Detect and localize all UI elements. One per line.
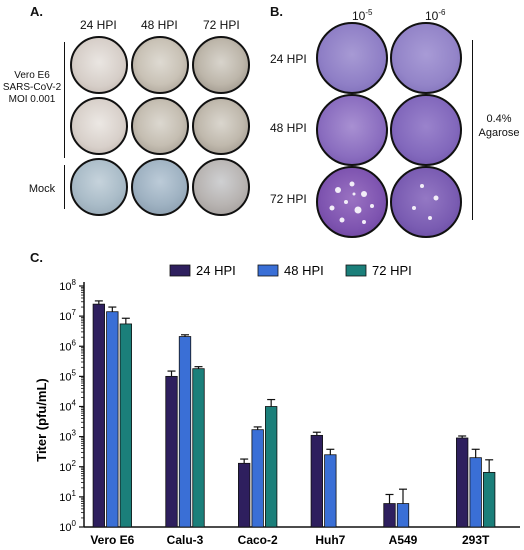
bar-caco-2-24-hpi — [238, 462, 251, 528]
bar-293t-72-hpi — [483, 471, 496, 528]
legend-swatch — [345, 264, 367, 277]
side-label-line-1: 0.4% — [486, 113, 512, 125]
well-b-r3-c2 — [390, 166, 462, 238]
x-tick-label: Calu-3 — [167, 533, 204, 547]
titer-chart: 24 HPI 48 HPI 72 HPI 100 101 102 103 104 105 106… — [34, 263, 520, 547]
well-a-mock-c1 — [70, 158, 128, 216]
y-axis-label: Titer (pfu/mL) — [34, 378, 49, 462]
panel-b-col-2: 10-6 — [425, 8, 445, 23]
panel-b-row-72: 72 HPI — [270, 192, 307, 206]
panel-a-col-72: 72 HPI — [203, 18, 240, 32]
panel-a-label: A. — [30, 4, 43, 19]
row-label-line-1: Vero E6 — [14, 70, 50, 81]
row-label-line-3: MOI 0.001 — [8, 94, 56, 105]
bar-293t-24-hpi — [456, 437, 469, 528]
panel-b-row-24: 24 HPI — [270, 52, 307, 66]
y-tick-label: 108 — [59, 278, 76, 293]
panel-a-col-24: 24 HPI — [80, 18, 117, 32]
panel-b-row-48: 48 HPI — [270, 121, 307, 135]
well-a-r1-c3 — [192, 36, 250, 94]
panel-b-col-2-exp: -6 — [438, 8, 446, 17]
legend-label: 48 HPI — [284, 263, 324, 278]
well-a-r2-c2 — [131, 97, 189, 155]
panel-c-label: C. — [30, 250, 43, 265]
panel-b-label: B. — [270, 4, 283, 19]
panel-b-col-1: 10-5 — [352, 8, 372, 23]
y-tick-label: 106 — [59, 338, 76, 353]
y-tick-label: 101 — [59, 489, 76, 504]
well-b-r2-c1 — [316, 94, 388, 166]
y-tick-label: 107 — [59, 308, 76, 323]
bar-calu-3-48-hpi — [178, 336, 192, 528]
panel-b-side-bracket — [472, 40, 473, 220]
panel-a-row-bracket — [64, 42, 65, 158]
well-a-r1-c1 — [70, 36, 128, 94]
well-a-r2-c1 — [70, 97, 128, 155]
panel-b-side-label: 0.4% Agarose — [474, 112, 524, 140]
well-b-r1-c1 — [316, 22, 388, 94]
x-tick-label: A549 — [389, 533, 418, 547]
plaques-b-r3-c1 — [329, 181, 374, 224]
bar-calu-3-72-hpi — [192, 368, 205, 528]
bar-vero-e6-72-hpi — [119, 323, 132, 528]
row-label-line-2: SARS-CoV-2 — [2, 82, 62, 93]
well-a-r2-c3 — [192, 97, 250, 155]
bar-a549-24-hpi — [383, 503, 396, 528]
well-b-r2-c2 — [390, 94, 462, 166]
legend-swatch — [169, 264, 191, 277]
y-tick-label: 102 — [59, 459, 76, 474]
y-tick-label: 103 — [59, 429, 76, 444]
well-a-mock-c3 — [192, 158, 250, 216]
bar-vero-e6-24-hpi — [92, 303, 105, 528]
chart-axes: 100 101 102 103 104 105 106 107 108 Vero E6 Calu-3… — [59, 278, 520, 547]
bar-caco-2-72-hpi — [265, 406, 278, 528]
panel-b-col-1-exp: -5 — [365, 8, 373, 17]
x-tick-label: Caco-2 — [238, 533, 278, 547]
chart-legend: 24 HPI 48 HPI 72 HPI — [169, 263, 412, 278]
bar-huh7-24-hpi — [310, 434, 323, 528]
mock-bracket — [64, 165, 65, 209]
x-tick-label: Huh7 — [315, 533, 345, 547]
panel-b-col-1-base: 10 — [352, 9, 366, 23]
legend-label: 72 HPI — [372, 263, 412, 278]
well-b-r1-c2 — [390, 22, 462, 94]
bar-calu-3-24-hpi — [165, 375, 178, 528]
bar-293t-48-hpi — [469, 457, 482, 528]
x-tick-label: 293T — [462, 533, 490, 547]
well-a-mock-c2 — [131, 158, 189, 216]
y-tick-label: 105 — [59, 368, 76, 383]
y-tick-label: 104 — [59, 399, 76, 414]
x-tick-label: Vero E6 — [90, 533, 134, 547]
bar-vero-e6-48-hpi — [106, 311, 119, 528]
plaques-b-r3-c2 — [412, 184, 439, 220]
well-b-r3-c1 — [316, 166, 388, 238]
bar-a549-48-hpi — [396, 503, 410, 528]
bar-huh7-48-hpi — [324, 454, 337, 528]
well-a-r1-c2 — [131, 36, 189, 94]
panel-b-col-2-base: 10 — [425, 9, 439, 23]
panel-a-col-48: 48 HPI — [141, 18, 178, 32]
legend-label: 24 HPI — [196, 263, 236, 278]
mock-label: Mock — [28, 183, 56, 195]
panel-a-row-label: Vero E6 SARS-CoV-2 MOI 0.001 — [2, 70, 62, 106]
bar-caco-2-48-hpi — [251, 429, 264, 528]
side-label-line-2: Agarose — [478, 127, 520, 139]
y-tick-label: 100 — [59, 519, 76, 534]
legend-swatch — [257, 264, 279, 277]
chart-bars — [92, 300, 496, 528]
